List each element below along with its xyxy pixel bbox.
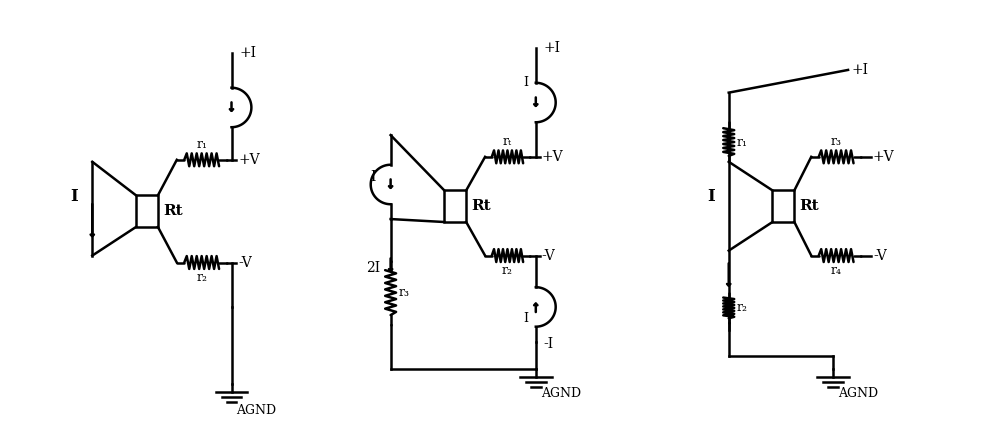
Text: r₂: r₂ bbox=[196, 271, 207, 285]
Text: I: I bbox=[707, 188, 715, 205]
Text: r₃: r₃ bbox=[399, 286, 410, 299]
Text: I: I bbox=[71, 188, 78, 205]
Text: I: I bbox=[523, 76, 528, 89]
Text: r₁: r₁ bbox=[196, 138, 207, 151]
Text: Rt: Rt bbox=[799, 199, 819, 213]
Text: r₂: r₂ bbox=[737, 301, 748, 314]
Text: I: I bbox=[523, 312, 528, 325]
Bar bbox=[136, 195, 158, 227]
Text: AGND: AGND bbox=[541, 387, 581, 400]
Text: r₄: r₄ bbox=[831, 264, 842, 277]
Text: I: I bbox=[370, 169, 375, 184]
Text: +I: +I bbox=[851, 63, 868, 77]
Text: rₜ: rₜ bbox=[502, 135, 512, 148]
Text: r₃: r₃ bbox=[831, 135, 842, 148]
Text: +V: +V bbox=[542, 150, 563, 164]
Text: Rt: Rt bbox=[471, 199, 491, 213]
Text: -V: -V bbox=[238, 256, 252, 269]
Text: +V: +V bbox=[873, 150, 895, 164]
Text: Rt: Rt bbox=[163, 204, 183, 218]
Text: -V: -V bbox=[873, 248, 887, 263]
Text: +I: +I bbox=[239, 46, 256, 60]
Text: AGND: AGND bbox=[236, 404, 277, 417]
Text: AGND: AGND bbox=[838, 387, 878, 400]
Text: r₂: r₂ bbox=[501, 264, 512, 277]
Bar bbox=[444, 190, 466, 222]
Text: r₁: r₁ bbox=[737, 136, 748, 149]
Text: -V: -V bbox=[542, 248, 556, 263]
Text: +I: +I bbox=[544, 41, 561, 55]
Text: +V: +V bbox=[238, 153, 260, 167]
Text: 2I: 2I bbox=[366, 261, 380, 276]
Bar bbox=[772, 190, 794, 222]
Text: -I: -I bbox=[544, 338, 554, 351]
